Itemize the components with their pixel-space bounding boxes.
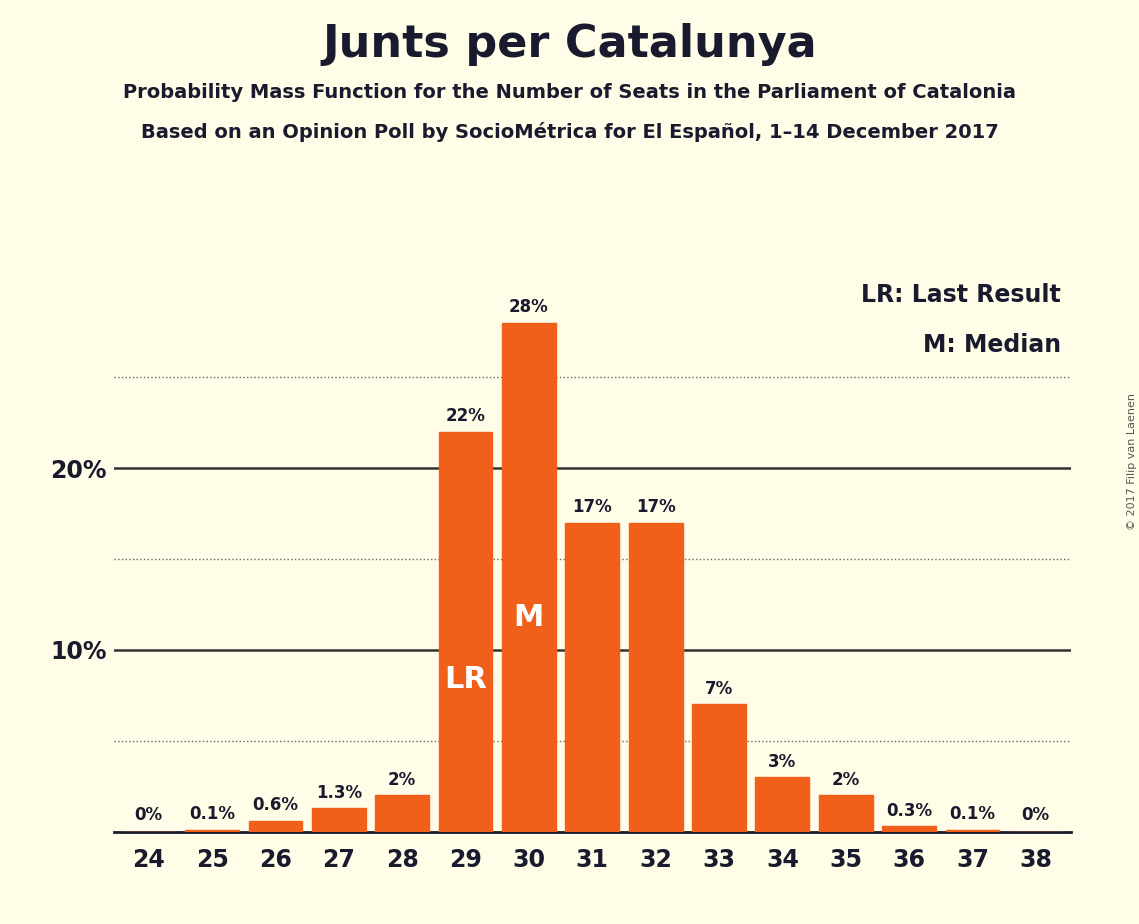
- Text: Based on an Opinion Poll by SocioMétrica for El Español, 1–14 December 2017: Based on an Opinion Poll by SocioMétrica…: [140, 122, 999, 142]
- Bar: [945, 830, 999, 832]
- Text: 1.3%: 1.3%: [316, 784, 362, 802]
- Text: 0.1%: 0.1%: [189, 806, 235, 823]
- Text: 28%: 28%: [509, 298, 549, 316]
- Text: Junts per Catalunya: Junts per Catalunya: [322, 23, 817, 67]
- Text: M: M: [514, 603, 544, 632]
- Text: 0.1%: 0.1%: [950, 806, 995, 823]
- Text: 0.6%: 0.6%: [253, 796, 298, 814]
- Bar: [375, 796, 429, 832]
- Bar: [502, 322, 556, 832]
- Bar: [312, 808, 366, 832]
- Bar: [883, 826, 936, 832]
- Bar: [819, 796, 872, 832]
- Text: 2%: 2%: [831, 771, 860, 789]
- Text: 3%: 3%: [768, 753, 796, 771]
- Text: © 2017 Filip van Laenen: © 2017 Filip van Laenen: [1126, 394, 1137, 530]
- Text: 17%: 17%: [636, 498, 675, 517]
- Bar: [755, 777, 810, 832]
- Bar: [693, 704, 746, 832]
- Text: 22%: 22%: [445, 407, 485, 425]
- Text: 2%: 2%: [388, 771, 417, 789]
- Text: 0%: 0%: [1022, 807, 1050, 824]
- Text: LR: Last Result: LR: Last Result: [861, 283, 1062, 307]
- Text: 0%: 0%: [134, 807, 163, 824]
- Bar: [186, 830, 239, 832]
- Text: Probability Mass Function for the Number of Seats in the Parliament of Catalonia: Probability Mass Function for the Number…: [123, 83, 1016, 103]
- Text: 17%: 17%: [573, 498, 612, 517]
- Text: M: Median: M: Median: [923, 333, 1062, 357]
- Bar: [248, 821, 302, 832]
- Bar: [565, 523, 620, 832]
- Bar: [439, 432, 492, 832]
- Text: 7%: 7%: [705, 680, 734, 698]
- Text: LR: LR: [444, 665, 487, 694]
- Text: 0.3%: 0.3%: [886, 802, 932, 820]
- Bar: [629, 523, 682, 832]
